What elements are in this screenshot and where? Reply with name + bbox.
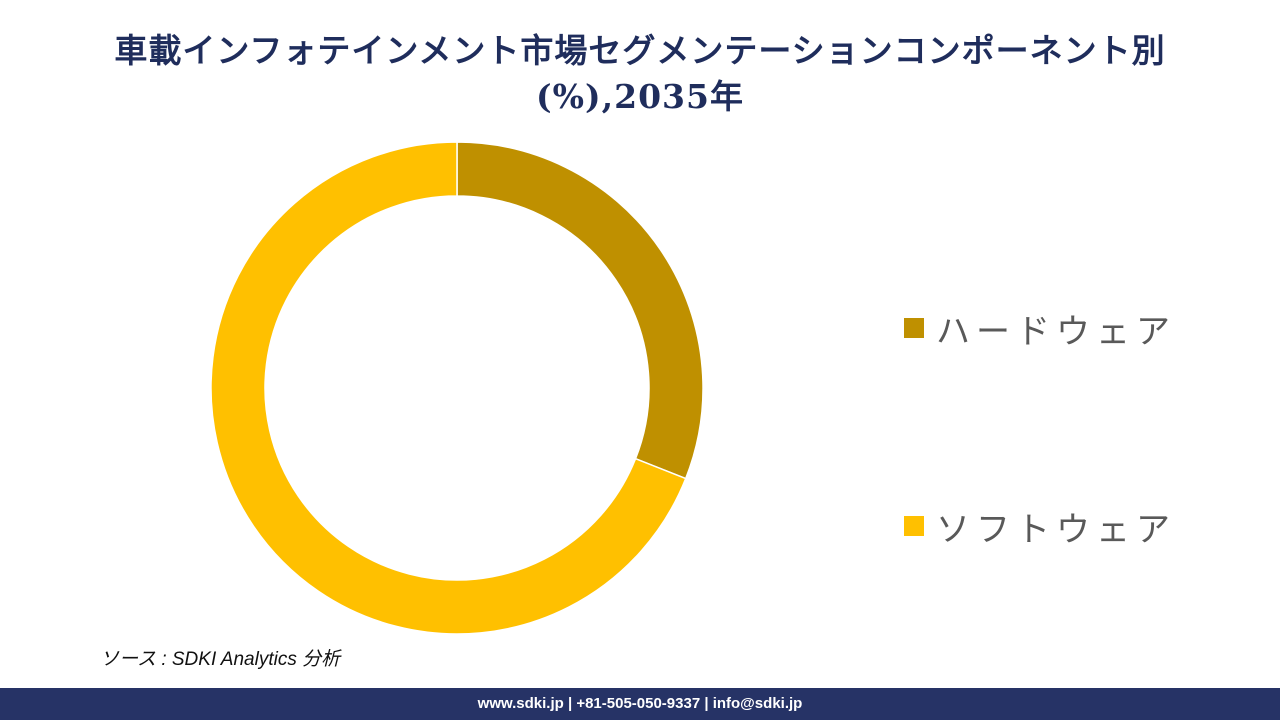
chart-title: 車載インフォテインメント市場セグメンテーションコンポーネント別 (%),2035… xyxy=(40,28,1240,120)
chart-title-line2: (%),2035年 xyxy=(536,77,744,116)
legend-swatch-software xyxy=(904,516,924,536)
legend-label-hardware: ハードウェア xyxy=(936,311,1176,352)
legend-item-hardware: ハードウェア xyxy=(904,300,1176,356)
chart-title-line1: 車載インフォテインメント市場セグメンテーションコンポーネント別 xyxy=(114,31,1166,70)
donut-slice-software xyxy=(210,141,687,635)
source-note: ソース : SDKI Analytics 分析 xyxy=(100,649,341,670)
legend-label-software: ソフトウェア xyxy=(936,509,1176,550)
footer-contact-bar: www.sdki.jp | +81-505-050-9337 | info@sd… xyxy=(0,688,1280,720)
legend-item-software: ソフトウェア xyxy=(904,498,1176,554)
donut-slice-hardware xyxy=(456,141,704,480)
legend: ハードウェア ソフトウェア xyxy=(904,300,1176,554)
legend-swatch-hardware xyxy=(904,318,924,338)
